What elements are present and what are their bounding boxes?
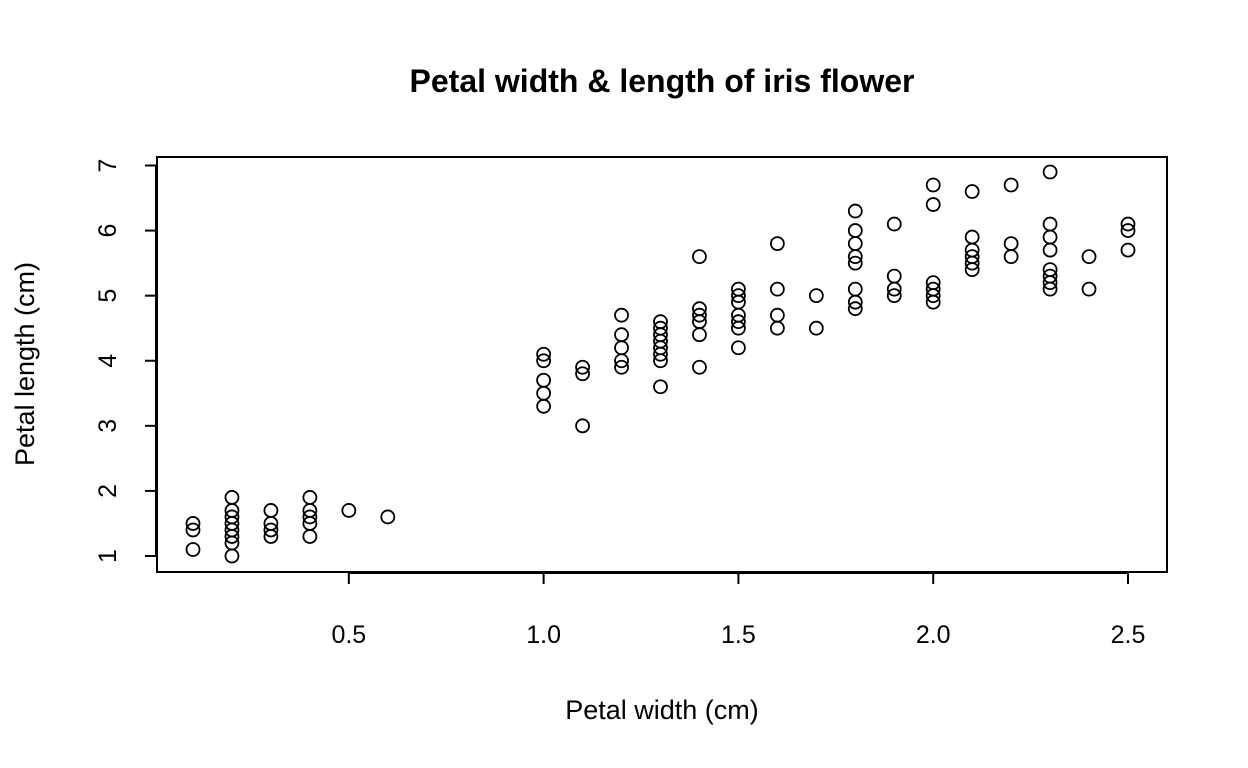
data-point — [847, 281, 863, 297]
data-point — [185, 516, 201, 531]
data-point — [847, 255, 863, 271]
x-tick-label: 2.5 — [1111, 621, 1146, 649]
data-point — [847, 223, 863, 238]
data-point — [847, 236, 863, 251]
data-point — [731, 288, 746, 304]
y-tick-label: 4 — [94, 354, 122, 368]
x-tick-label: 1.0 — [526, 621, 561, 649]
data-point — [692, 359, 707, 375]
data-point — [575, 366, 590, 382]
data-point — [575, 418, 590, 434]
data-point — [1003, 236, 1019, 251]
data-point — [964, 249, 980, 265]
data-point — [925, 281, 941, 297]
data-point — [1003, 177, 1019, 193]
data-point — [302, 529, 318, 544]
data-point — [263, 522, 279, 538]
y-tick-label: 5 — [94, 289, 122, 303]
data-point — [380, 509, 396, 525]
y-tick-label: 2 — [94, 484, 122, 498]
data-point — [653, 320, 668, 336]
data-point — [614, 359, 629, 375]
y-tick-label: 6 — [94, 224, 122, 238]
data-point — [1042, 216, 1058, 232]
data-point — [614, 340, 629, 356]
y-tick-label: 1 — [94, 549, 122, 563]
data-point — [808, 288, 824, 304]
data-point — [224, 490, 240, 505]
data-point — [653, 379, 668, 395]
y-axis: 1 2 3 4 5 6 7 — [94, 159, 157, 563]
x-tick-label: 1.5 — [721, 621, 756, 649]
data-point — [847, 301, 863, 317]
data-point — [692, 249, 707, 265]
data-point — [692, 327, 707, 343]
data-point — [536, 398, 552, 414]
data-point — [886, 268, 902, 284]
data-point — [224, 509, 240, 525]
y-tick-label: 7 — [94, 159, 122, 173]
data-point — [1003, 249, 1019, 265]
data-point — [769, 236, 785, 251]
data-point — [769, 320, 785, 336]
data-point — [341, 503, 357, 518]
x-axis-label: Petal width (cm) — [565, 695, 759, 725]
data-point — [731, 314, 746, 330]
x-axis: 0.5 1.0 1.5 2.0 2.5 — [331, 572, 1146, 649]
data-point — [1042, 229, 1058, 245]
data-point — [536, 353, 552, 369]
y-tick-label: 3 — [94, 419, 122, 433]
data-point — [1120, 242, 1136, 258]
data-point — [847, 203, 863, 219]
data-point — [614, 307, 629, 323]
data-point — [653, 314, 668, 330]
data-point — [185, 522, 201, 538]
data-point — [1120, 223, 1136, 238]
data-point — [1042, 268, 1058, 284]
data-point — [614, 327, 629, 343]
data-point — [731, 281, 746, 297]
data-point — [731, 340, 746, 356]
data-point — [536, 385, 552, 401]
data-point — [886, 288, 902, 304]
data-point — [536, 346, 552, 362]
data-point — [769, 307, 785, 323]
data-point — [925, 275, 941, 291]
data-point — [185, 542, 201, 557]
data-point — [1042, 164, 1058, 180]
data-point — [302, 509, 318, 525]
data-point — [964, 184, 980, 199]
x-tick-label: 0.5 — [331, 621, 366, 649]
data-point — [302, 490, 318, 505]
data-points — [185, 164, 1136, 564]
data-point — [692, 307, 707, 323]
data-point — [886, 216, 902, 232]
data-point — [1081, 281, 1097, 297]
chart-title: Petal width & length of iris flower — [410, 63, 915, 99]
data-point — [536, 372, 552, 388]
data-point — [692, 301, 707, 317]
data-point — [224, 548, 240, 564]
x-tick-label: 2.0 — [916, 621, 951, 649]
data-point — [1120, 216, 1136, 232]
data-point — [575, 359, 590, 375]
data-point — [925, 177, 941, 193]
data-point — [1081, 249, 1097, 265]
data-point — [808, 320, 824, 336]
data-point — [925, 197, 941, 212]
y-axis-label: Petal length (cm) — [10, 262, 40, 466]
data-point — [1042, 262, 1058, 278]
data-point — [769, 281, 785, 297]
data-point — [1042, 242, 1058, 258]
data-point — [964, 229, 980, 245]
data-point — [263, 503, 279, 518]
